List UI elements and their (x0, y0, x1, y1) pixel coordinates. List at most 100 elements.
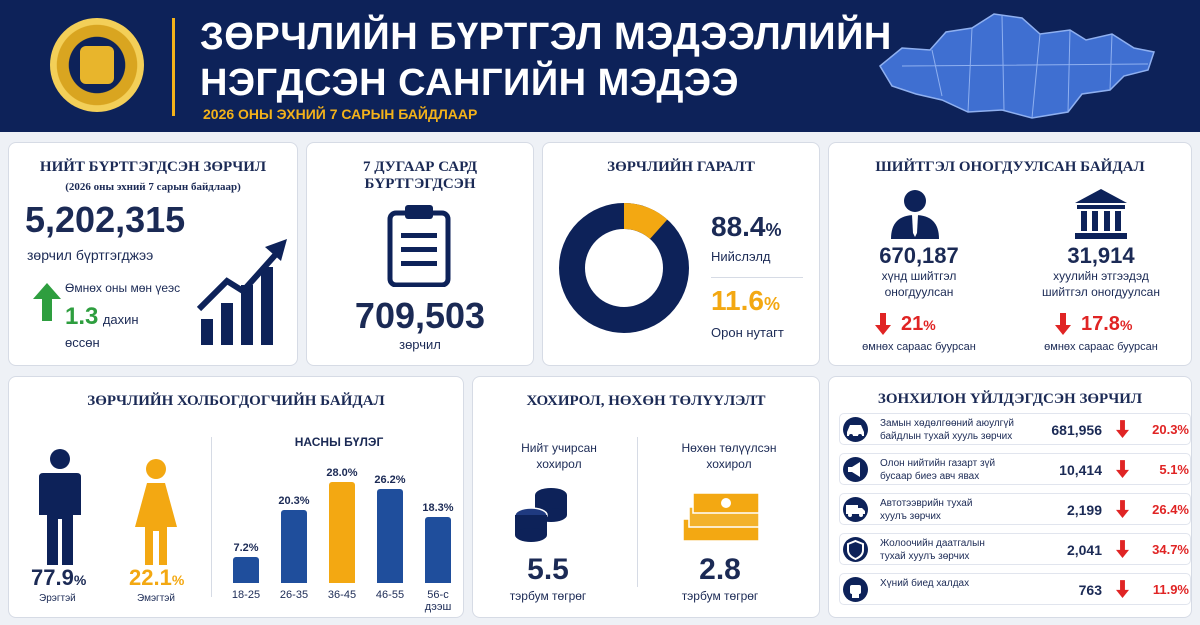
july-value: 709,503 (354, 295, 486, 336)
july-violations-card: 7 ДУГААР САРД БҮРТГЭГДСЭН 709,503 зөрчил (306, 142, 534, 366)
violation-row: Жолоочийн даатгалын тухай хуулъ зөрчих 2,0… (839, 533, 1191, 565)
age-bar (281, 509, 307, 583)
person-icon (891, 190, 939, 239)
female-share: 22.1% (129, 565, 185, 590)
age-category-label: 56-с дээш (424, 589, 452, 613)
donut-capital-segment (559, 203, 689, 333)
mongolia-map-icon (879, 13, 1155, 119)
total-card-note: (2026 оны эхний 7 сарын байдлаар) (65, 181, 241, 193)
rural-label: Орон нутагт (711, 325, 784, 340)
down-arrow-icon (1116, 420, 1129, 438)
violation-change: 26.4% (1152, 502, 1189, 517)
title-line-2: НЭГДСЭН САНГИЙН МЭДЭЭ (200, 62, 740, 104)
repaid-unit: тэрбум төгрөг (681, 589, 759, 603)
origin-donut-chart (559, 203, 689, 333)
damage-divider (637, 437, 638, 587)
clipboard-icon (387, 205, 451, 287)
age-category-label: 18-25 (231, 589, 261, 601)
violation-value: 763 (1078, 582, 1102, 598)
total-compare-label: Өмнөх оны мөн үеэс (65, 281, 181, 295)
repaid-value: 2.8 (699, 553, 741, 586)
july-caption: зөрчил (399, 337, 441, 352)
capital-share: 88.4% (711, 211, 782, 242)
offenders-divider (211, 437, 212, 597)
org-sanction-label1: хуулийн этгээдэд (1053, 269, 1149, 283)
age-bar (233, 557, 259, 583)
male-icon (39, 449, 81, 565)
down-arrow-icon (1116, 580, 1129, 598)
page-title: ЗӨРЧЛИЙН БҮРТГЭЛ МЭДЭЭЛЛИЙН НЭГДСЭН САНГ… (200, 14, 892, 106)
violation-row: Олон нийтийн газарт зүй бусаар биеэ авч я… (839, 453, 1191, 485)
truck-icon (843, 497, 868, 522)
age-bar (329, 482, 355, 583)
growth-chart-icon (197, 239, 287, 345)
male-share: 77.9% (31, 565, 87, 590)
repaid-label1: Нөхөн төлүүлсэн (681, 441, 777, 455)
growth-caption: өссөн (65, 335, 100, 350)
person-change: 21% (901, 313, 936, 335)
offenders-card-title: ЗӨРЧЛИЙН ХОЛБОГДОГЧИЙН БАЙДАЛ (87, 393, 385, 409)
age-category-label: 46-55 (375, 589, 405, 601)
total-value: 5,202,315 (25, 199, 186, 240)
megaphone-icon (843, 457, 868, 482)
capital-label: Нийслэлд (711, 249, 771, 264)
coins-icon (514, 488, 567, 542)
violation-value: 2,199 (1066, 502, 1102, 518)
female-icon (135, 459, 177, 565)
down-arrow-icon (1116, 460, 1129, 478)
donut-rural-segment (559, 203, 689, 333)
damage-card: ХОХИРОЛ, НӨХӨН ТӨЛҮҮЛЭЛТ Нийт учирсан хо… (472, 376, 820, 618)
header-banner: ЗӨРЧЛИЙН БҮРТГЭЛ МЭДЭЭЛЛИЙН НЭГДСЭН САНГ… (0, 0, 1200, 132)
violation-row: Автотээврийн тухай хуулъ зөрчих 2,199 26.4% (839, 493, 1191, 525)
damage-card-title: ХОХИРОЛ, НӨХӨН ТӨЛҮҮЛЭЛТ (526, 393, 766, 409)
age-bar-value-label: 18.3% (422, 502, 454, 515)
title-line-1: ЗӨРЧЛИЙН БҮРТГЭЛ МЭДЭЭЛЛИЙН (200, 16, 892, 58)
incurred-unit: тэрбум төгрөг (509, 589, 587, 603)
age-category-label: 36-45 (327, 589, 357, 601)
repaid-label2: хохирол (706, 457, 752, 471)
person-change-label: өмнөх сараас буурсан (862, 341, 976, 353)
growth-unit: дахин (102, 312, 139, 327)
origin-card-title: ЗӨРЧЛИЙН ГАРАЛТ (607, 159, 755, 175)
age-bar-value-label: 28.0% (326, 467, 358, 480)
person-sanction-label2: оногдуулсан (884, 285, 954, 299)
org-sanction-value: 31,914 (1067, 243, 1135, 268)
org-change: 17.8% (1081, 313, 1133, 335)
sanctions-card-title: ШИЙТГЭЛ ОНОГДУУЛСАН БАЙДАЛ (875, 159, 1145, 175)
violation-label: Олон нийтийн газарт зүй бусаар биеэ авч я… (880, 458, 996, 482)
top-card-title: ЗОНХИЛОН ҮЙЛДЭГДСЭН ЗӨРЧИЛ (877, 391, 1143, 407)
cash-stack-icon (682, 492, 760, 542)
institution-icon (1075, 189, 1127, 239)
growth-value: 1.3 (65, 303, 99, 330)
violation-label: Автотээврийн тухай хуулъ зөрчих (880, 498, 973, 522)
emblem-logo (50, 18, 144, 112)
person-sanction-value: 670,187 (879, 243, 959, 268)
top-violations-card: ЗОНХИЛОН ҮЙЛДЭГДСЭН ЗӨРЧИЛ Замын хөдөлгө… (828, 376, 1192, 618)
age-bar (377, 488, 403, 583)
violation-value: 10,414 (1059, 462, 1102, 478)
male-label: Эрэгтэй (39, 593, 76, 604)
capital-pct: 88.4 (711, 211, 766, 242)
total-card-title: НИЙТ БҮРТГЭГДСЭН ЗӨРЧИЛ (39, 159, 267, 175)
person-sanction-label1: хүнд шийтгэл (881, 269, 957, 283)
violation-label: Жолоочийн даатгалын тухай хуулъ зөрчих (880, 538, 985, 562)
age-bar (425, 517, 451, 583)
total-violations-card: НИЙТ БҮРТГЭГДСЭН ЗӨРЧИЛ (2026 оны эхний … (8, 142, 298, 366)
down-arrow-icon (1055, 313, 1071, 335)
violation-change: 20.3% (1152, 422, 1189, 437)
age-bar-value-label: 7.2% (233, 542, 259, 555)
violation-value: 681,956 (1051, 422, 1102, 438)
origin-card: ЗӨРЧЛИЙН ГАРАЛТ 88.4% Нийслэлд 11.6% Оро… (542, 142, 820, 366)
age-category-label: 26-35 (279, 589, 309, 601)
down-arrow-icon (1116, 540, 1129, 558)
org-sanction-label2: шийтгэл оногдуулсан (1042, 285, 1160, 299)
violation-label: Хүний биед халдах (880, 578, 970, 589)
up-arrow-icon (33, 283, 61, 321)
total-caption: зөрчил бүртгэгджээ (27, 247, 154, 263)
page-subtitle: 2026 ОНЫ ЭХНИЙ 7 САРЫН БАЙДЛААР (203, 106, 478, 122)
down-arrow-icon (875, 313, 891, 335)
fist-icon (843, 577, 868, 602)
violation-label: Замын хөдөлгөөний аюулгүй байдлын тухай х… (880, 418, 1014, 442)
incurred-value: 5.5 (527, 553, 569, 586)
violation-change: 11.9% (1152, 582, 1189, 597)
